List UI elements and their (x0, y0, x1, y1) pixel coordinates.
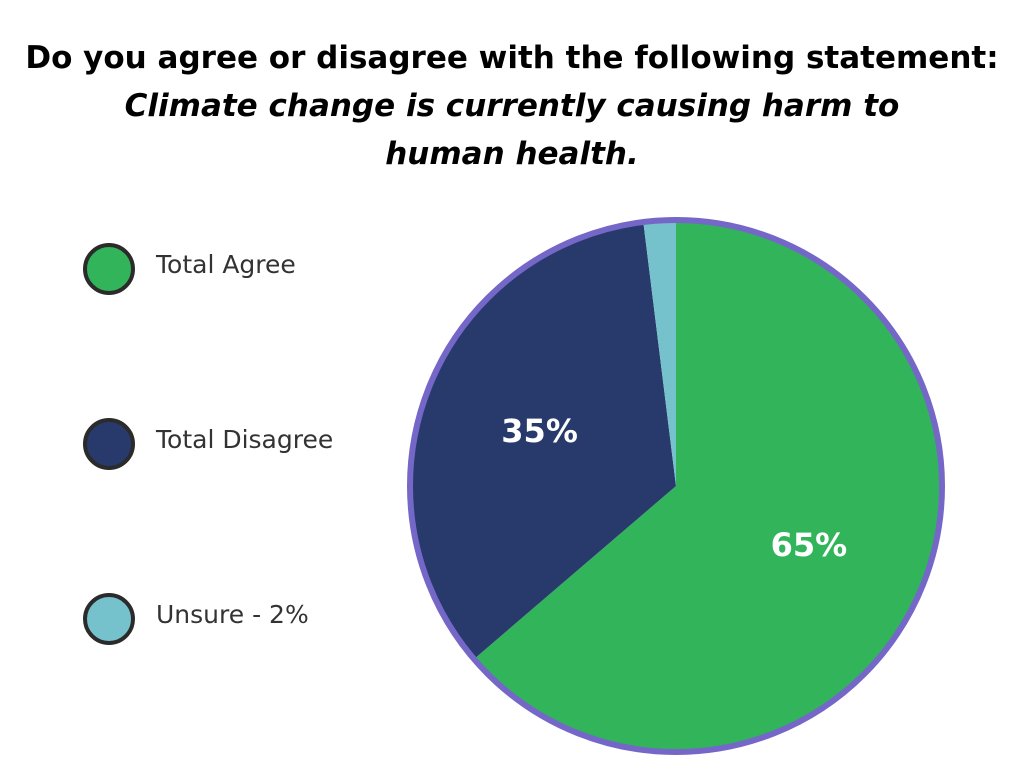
pie-border (407, 217, 945, 755)
legend-marker (83, 243, 135, 295)
chart-title: Do you agree or disagree with the follow… (25, 40, 999, 76)
legend-label: Total Disagree (155, 425, 333, 454)
data-label: 65% (771, 526, 848, 564)
chart-subtitle: Climate change is currently causing harm… (124, 88, 900, 172)
legend-marker (83, 593, 135, 645)
legend-label: Total Agree (155, 250, 296, 279)
data-label: 35% (501, 412, 578, 450)
header: Do you agree or disagree with the follow… (0, 34, 1024, 178)
legend-marker (83, 418, 135, 470)
pie-slice (473, 220, 943, 752)
legend-label: Unsure - 2% (156, 600, 309, 629)
pie-slice (409, 222, 676, 660)
pie-slice (643, 220, 676, 486)
